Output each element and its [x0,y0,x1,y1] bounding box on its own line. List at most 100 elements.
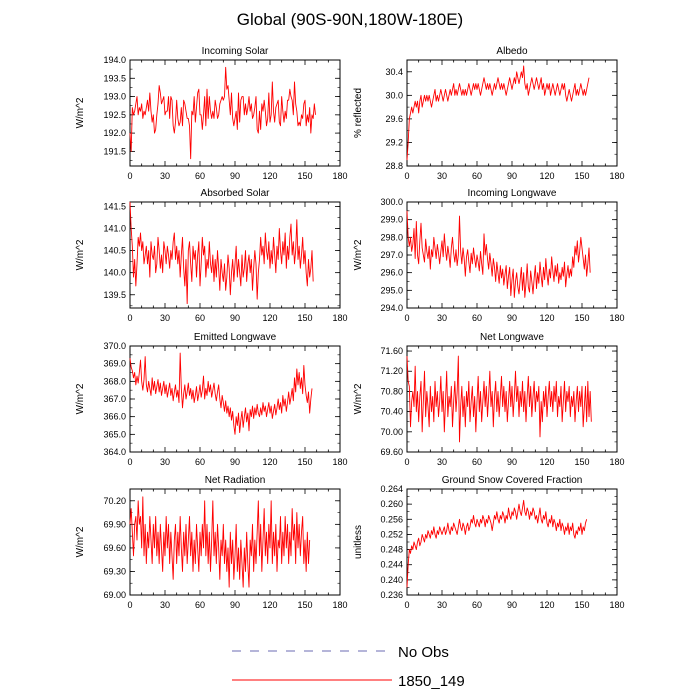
panel-title: Ground Snow Covered Fraction [442,475,583,486]
y-tick-label: 141.0 [103,224,126,234]
x-tick-label: 0 [127,313,132,323]
x-tick-label: 60 [195,313,205,323]
y-tick-label: 300.0 [380,197,403,207]
x-tick-label: 0 [127,600,132,610]
y-axis-label: % reflected [353,88,364,138]
y-tick-label: 192.5 [103,110,126,120]
y-tick-label: 294.0 [380,303,403,313]
x-tick-label: 60 [472,457,482,467]
x-tick-label: 120 [539,313,554,323]
x-tick-label: 90 [507,313,517,323]
x-tick-label: 90 [507,171,517,181]
y-tick-label: 0.236 [380,590,403,600]
x-tick-label: 150 [574,457,589,467]
x-tick-label: 30 [160,600,170,610]
y-tick-label: 139.5 [103,290,126,300]
y-tick-label: 296.0 [380,268,403,278]
y-tick-label: 193.0 [103,92,126,102]
x-tick-label: 30 [160,313,170,323]
x-tick-label: 180 [332,313,347,323]
y-tick-label: 71.60 [380,346,403,356]
panel-title: Incoming Longwave [468,188,557,199]
y-tick-label: 367.0 [103,394,126,404]
panel-net-longwave: Net Longwave W/m^2 0 30 60 90 120 150 180 69.60 70… [353,332,625,467]
panel-ground-snow-covered-fraction: Ground Snow Covered Fraction unitless 0 30 6… [353,475,625,610]
series-line-1850-149 [129,352,313,435]
y-axis-label: W/m^2 [353,239,364,270]
x-tick-label: 60 [195,600,205,610]
series-line-1850-149 [406,65,590,161]
x-tick-label: 60 [472,171,482,181]
series-line-1850-149 [129,496,311,588]
x-tick-label: 150 [574,313,589,323]
x-tick-label: 0 [404,457,409,467]
x-tick-label: 120 [262,171,277,181]
y-tick-label: 364.0 [103,447,126,457]
x-tick-label: 60 [195,457,205,467]
x-tick-label: 180 [609,313,624,323]
x-tick-label: 120 [262,457,277,467]
x-tick-label: 180 [332,171,347,181]
panel-title: Net Radiation [205,475,266,486]
y-tick-label: 28.8 [385,161,403,171]
y-tick-label: 141.5 [103,201,126,211]
y-tick-label: 0.260 [380,499,403,509]
panel-title: Emitted Longwave [194,332,277,343]
y-tick-label: 30.4 [385,67,403,77]
x-tick-label: 120 [262,600,277,610]
y-tick-label: 193.5 [103,73,126,83]
x-tick-label: 60 [472,600,482,610]
x-tick-label: 30 [437,600,447,610]
y-tick-label: 29.6 [385,114,403,124]
x-tick-label: 150 [297,171,312,181]
y-tick-label: 192.0 [103,128,126,138]
y-tick-label: 70.40 [380,407,403,417]
y-tick-label: 70.00 [380,427,403,437]
x-tick-label: 0 [404,600,409,610]
y-tick-label: 297.0 [380,250,403,260]
y-tick-label: 0.252 [380,529,403,539]
x-tick-label: 90 [230,457,240,467]
x-tick-label: 60 [195,171,205,181]
y-tick-label: 299.0 [380,215,403,225]
x-tick-label: 150 [297,600,312,610]
y-tick-label: 69.60 [103,543,126,553]
panel-title: Absorbed Solar [201,188,271,199]
x-tick-label: 60 [472,313,482,323]
series-line-1850-149 [129,201,314,305]
y-tick-label: 0.256 [380,514,403,524]
x-tick-label: 150 [574,171,589,181]
plot-frame [129,59,341,167]
y-axis-label: W/m^2 [75,383,86,414]
chart-panels: Incoming Solar W/m^2 0 30 60 90 120 150 180 191.5… [75,46,625,610]
y-tick-label: 0.264 [380,484,403,494]
y-tick-label: 30.0 [385,90,403,100]
y-axis-label: W/m^2 [75,239,86,270]
y-tick-label: 140.0 [103,268,126,278]
y-tick-label: 140.5 [103,246,126,256]
y-tick-label: 298.0 [380,232,403,242]
x-tick-label: 180 [609,171,624,181]
y-tick-label: 191.5 [103,146,126,156]
x-tick-label: 30 [160,171,170,181]
y-tick-label: 369.0 [103,359,126,369]
series-line-1850-149 [129,66,316,160]
x-tick-label: 120 [539,600,554,610]
y-tick-label: 69.90 [103,519,126,529]
y-tick-label: 70.20 [103,496,126,506]
x-tick-label: 90 [230,600,240,610]
x-tick-label: 0 [127,171,132,181]
x-tick-label: 180 [332,457,347,467]
y-axis-label: W/m^2 [75,526,86,557]
panel-title: Albedo [496,46,528,57]
x-tick-label: 0 [404,313,409,323]
panel-net-radiation: Net Radiation W/m^2 0 30 60 90 120 150 180 69.00 6… [75,475,348,610]
x-tick-label: 30 [437,313,447,323]
x-tick-label: 120 [262,313,277,323]
x-tick-label: 180 [609,457,624,467]
y-tick-label: 69.60 [380,447,403,457]
y-axis-label: W/m^2 [353,383,364,414]
y-tick-label: 70.80 [380,386,403,396]
panel-absorbed-solar: Absorbed Solar W/m^2 0 30 60 90 120 150 180 139.5… [75,188,348,323]
panel-albedo: Albedo % reflected 0 30 60 90 120 150 180 28.8 29.… [353,46,625,181]
